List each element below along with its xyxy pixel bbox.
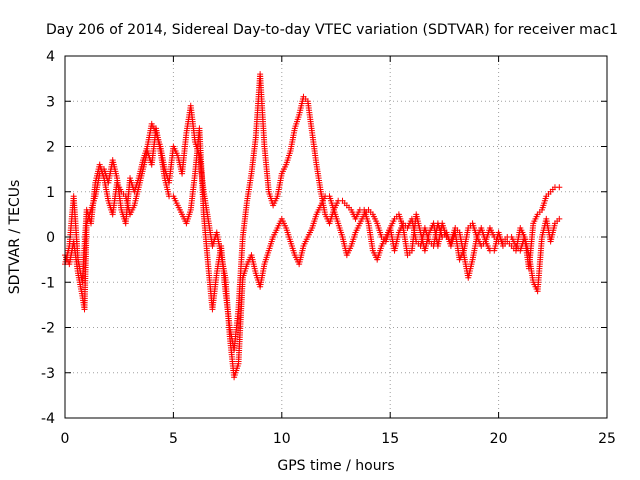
y-tick-label: -4 — [41, 411, 55, 427]
y-tick-label: -1 — [41, 275, 55, 291]
chart-title: Day 206 of 2014, Sidereal Day-to-day VTE… — [46, 22, 618, 38]
x-tick-label: 25 — [598, 431, 616, 447]
x-tick-label: 20 — [490, 431, 508, 447]
y-tick-label: 2 — [46, 140, 55, 156]
x-axis: 0 5 10 15 20 25 — [61, 56, 616, 447]
y-tick-label: 3 — [46, 94, 55, 110]
data-point — [556, 215, 563, 222]
data-points — [62, 71, 563, 381]
x-axis-label: GPS time / hours — [277, 458, 394, 474]
y-tick-label: 0 — [46, 230, 55, 246]
x-tick-label: 0 — [61, 431, 70, 447]
y-tick-label: -3 — [41, 366, 55, 382]
y-tick-label: 4 — [46, 49, 55, 65]
y-axis: 4 3 2 1 0 -1 -2 -3 -4 — [41, 49, 607, 427]
x-tick-label: 10 — [273, 431, 291, 447]
data-point — [556, 184, 563, 191]
y-tick-label: -2 — [41, 321, 55, 337]
y-tick-label: 1 — [46, 185, 55, 201]
y-axis-label: SDTVAR / TECUs — [7, 180, 23, 295]
x-tick-label: 5 — [169, 431, 178, 447]
x-tick-label: 15 — [381, 431, 399, 447]
